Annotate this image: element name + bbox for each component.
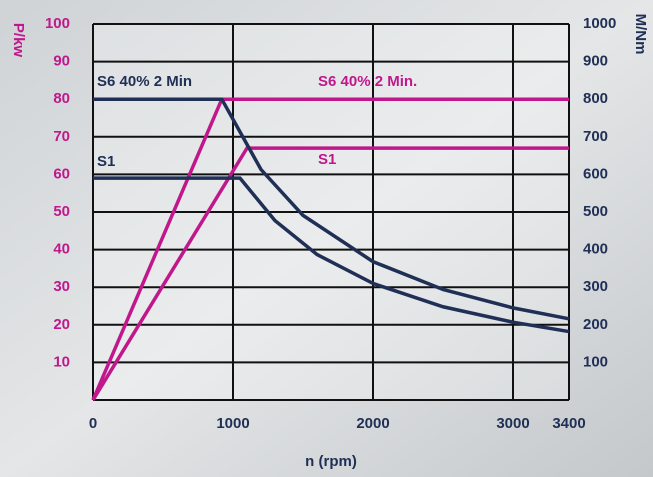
y-tick-label: 80: [53, 90, 70, 107]
y2-tick-label: 200: [583, 316, 608, 333]
x-axis-label: n (rpm): [305, 453, 357, 470]
y2-tick-label: 400: [583, 241, 608, 258]
line: [91, 146, 569, 401]
series-label: S1: [318, 151, 336, 168]
x-tick-label: 2000: [356, 415, 389, 432]
y2-tick-label: 100: [583, 353, 608, 370]
y2-tick-label: 300: [583, 278, 608, 295]
line: [93, 176, 570, 334]
y2-tick-label: 800: [583, 90, 608, 107]
series-label: S6 40% 2 Min.: [318, 73, 417, 90]
y2-axis-label: M/Nm: [632, 14, 649, 55]
y-tick-label: 10: [53, 353, 70, 370]
y-axis-label: P/kw: [10, 23, 27, 58]
y2-tick-label: 700: [583, 128, 608, 145]
y-tick-label: 30: [53, 278, 70, 295]
y2-tick-label: 900: [583, 53, 608, 70]
y-tick-label: 50: [53, 203, 70, 220]
y2-tick-label: 600: [583, 165, 608, 182]
x-tick-label: 3000: [496, 415, 529, 432]
series-label: S6 40% 2 Min: [97, 73, 192, 90]
y-tick-label: 60: [53, 165, 70, 182]
x-tick-label: 3400: [552, 415, 585, 432]
y-tick-label: 20: [53, 316, 70, 333]
y-tick-label: 40: [53, 241, 70, 258]
x-tick-label: 0: [89, 415, 97, 432]
y-tick-label: 90: [53, 53, 70, 70]
line: [93, 97, 570, 321]
series-label: S1: [97, 153, 115, 170]
y-tick-label: 70: [53, 128, 70, 145]
y2-tick-label: 500: [583, 203, 608, 220]
y2-tick-label: 1000: [583, 15, 616, 32]
x-tick-label: 1000: [216, 415, 249, 432]
y-tick-label: 100: [45, 15, 70, 32]
